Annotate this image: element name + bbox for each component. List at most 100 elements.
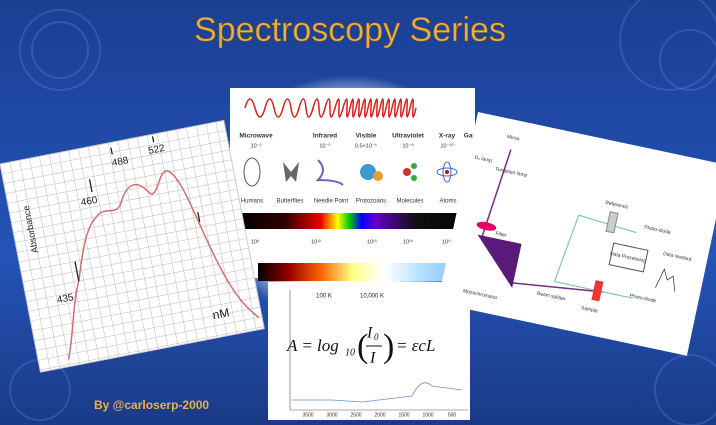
- wavelength: 0.5×10⁻⁶: [355, 142, 377, 149]
- paper-grid: [146, 135, 188, 344]
- x-tick-label: 2000: [374, 412, 385, 418]
- svg-text:(: (: [357, 328, 368, 365]
- formula-numerator-sub: 0: [374, 332, 379, 342]
- paper-grid: [137, 137, 179, 346]
- paper-grid: [215, 121, 257, 331]
- x-tick-label: 500: [448, 412, 457, 418]
- paper-grid: [20, 228, 245, 273]
- paper-grid: [7, 159, 232, 204]
- paper-grid: [32, 287, 257, 332]
- paper-grid: [15, 198, 240, 243]
- paper-grid: [17, 208, 242, 253]
- paper-grid: [26, 257, 251, 302]
- wavelength: 10⁻¹⁰: [440, 142, 454, 149]
- scale: Atoms: [439, 199, 456, 205]
- paper-grid: [186, 127, 228, 336]
- wavelength: 10⁻⁸: [402, 142, 413, 149]
- component-label: Photo-diode: [629, 293, 657, 305]
- x-tick-label: 3500: [302, 412, 313, 418]
- formula-base: 10: [345, 347, 355, 358]
- decor-circles: [9, 0, 716, 425]
- paper-grid: [24, 247, 249, 292]
- spectrum-card: Microwave Infrared Visible Ultraviolet X…: [230, 88, 478, 281]
- paper-grid: [30, 277, 255, 322]
- peak-label: 522: [147, 143, 166, 157]
- component-label: Mirror: [506, 134, 520, 143]
- region: Gam: [464, 133, 479, 140]
- region: Visible: [356, 133, 377, 140]
- x-tick-label: 2500: [350, 412, 361, 418]
- paper-grid: [88, 146, 130, 355]
- frequency: 10¹⁸: [442, 238, 452, 245]
- spectrometer-card: Mirror D₂ lamp Tungsten lamp Filter Mono…: [437, 111, 716, 356]
- paper-grid: [11, 179, 236, 224]
- paper-grid: [48, 154, 90, 363]
- x-tick-label: 3000: [326, 412, 337, 418]
- paper-grid: [9, 169, 234, 214]
- region: X-ray: [439, 133, 456, 140]
- x-axis-label: nM: [211, 305, 230, 322]
- wavelength: 10⁻²: [251, 143, 262, 149]
- frequency: 10¹⁶: [403, 238, 413, 245]
- temperature: 100 K: [316, 294, 332, 300]
- paper-grid: [97, 144, 139, 354]
- paper-grid: [9, 162, 51, 371]
- paper-grid: [40, 326, 264, 371]
- formula-rhs: = εcL: [396, 336, 435, 355]
- paper-grid: [36, 306, 261, 351]
- temperature: 10,000 K: [360, 294, 384, 300]
- formula-lhs: A = log: [286, 336, 339, 355]
- peak-label: 435: [56, 292, 75, 306]
- paper-grid: [29, 158, 71, 367]
- frequency: 10¹²: [311, 239, 321, 245]
- paper-grid: [58, 152, 100, 361]
- paper-grid: [68, 150, 110, 359]
- paper-grid: [38, 316, 263, 361]
- paper-grid: [28, 267, 253, 312]
- paper-grid: [205, 123, 247, 333]
- x-tick-label: 1500: [398, 412, 409, 418]
- paper-grid: [117, 141, 159, 350]
- region: Ultraviolet: [392, 133, 425, 140]
- paper-grid: [5, 149, 230, 194]
- peak-label: 460: [80, 195, 99, 209]
- component-label: D₂ lamp: [474, 155, 493, 165]
- component-label: Reference: [605, 200, 629, 211]
- component-label: Sample: [580, 305, 598, 314]
- absorbance-card: Absorbance 435 460 488 522 nM: [0, 119, 265, 373]
- paper-grid: [19, 218, 243, 263]
- wavelength: 10⁻⁵: [319, 142, 330, 149]
- svg-text:): ): [383, 328, 394, 365]
- formula-numerator: I: [366, 325, 373, 342]
- region: Infrared: [313, 133, 337, 140]
- paper-grid: [78, 148, 120, 357]
- peak-label: 488: [111, 155, 130, 169]
- paper-grid: [3, 139, 228, 184]
- paper-grid: [13, 188, 238, 233]
- scale: Molecules: [396, 199, 423, 205]
- paper-grid: [19, 160, 61, 369]
- paper-grid: [107, 142, 149, 352]
- title: Spectroscopy Series: [194, 11, 506, 49]
- scale: Needle Point: [314, 199, 349, 205]
- component-label: Filter: [495, 231, 507, 239]
- component-label: Photo-diode: [644, 224, 672, 236]
- frequency: 10⁸: [251, 238, 259, 245]
- paper-grid: [156, 133, 198, 342]
- paper-grid: [166, 131, 208, 340]
- paper-grid: [176, 129, 218, 338]
- frequency: 10¹⁵: [367, 238, 377, 245]
- formula-denominator: I: [369, 350, 376, 367]
- paper-grid: [196, 125, 238, 334]
- author: By @carloserp-2000: [94, 398, 209, 412]
- region: Microwave: [239, 133, 273, 140]
- scale-icons: [243, 157, 458, 187]
- x-tick-label: 1000: [422, 412, 433, 418]
- paper-grid: [1, 130, 226, 175]
- scale: Protozoans: [356, 199, 386, 205]
- scale: Butterflies: [277, 199, 304, 205]
- paper-grid: [127, 139, 169, 348]
- formula-card: 100 K 10,000 K A = log 10 ( I 0 I ) = εc…: [268, 282, 470, 420]
- scale: Humans: [241, 199, 263, 205]
